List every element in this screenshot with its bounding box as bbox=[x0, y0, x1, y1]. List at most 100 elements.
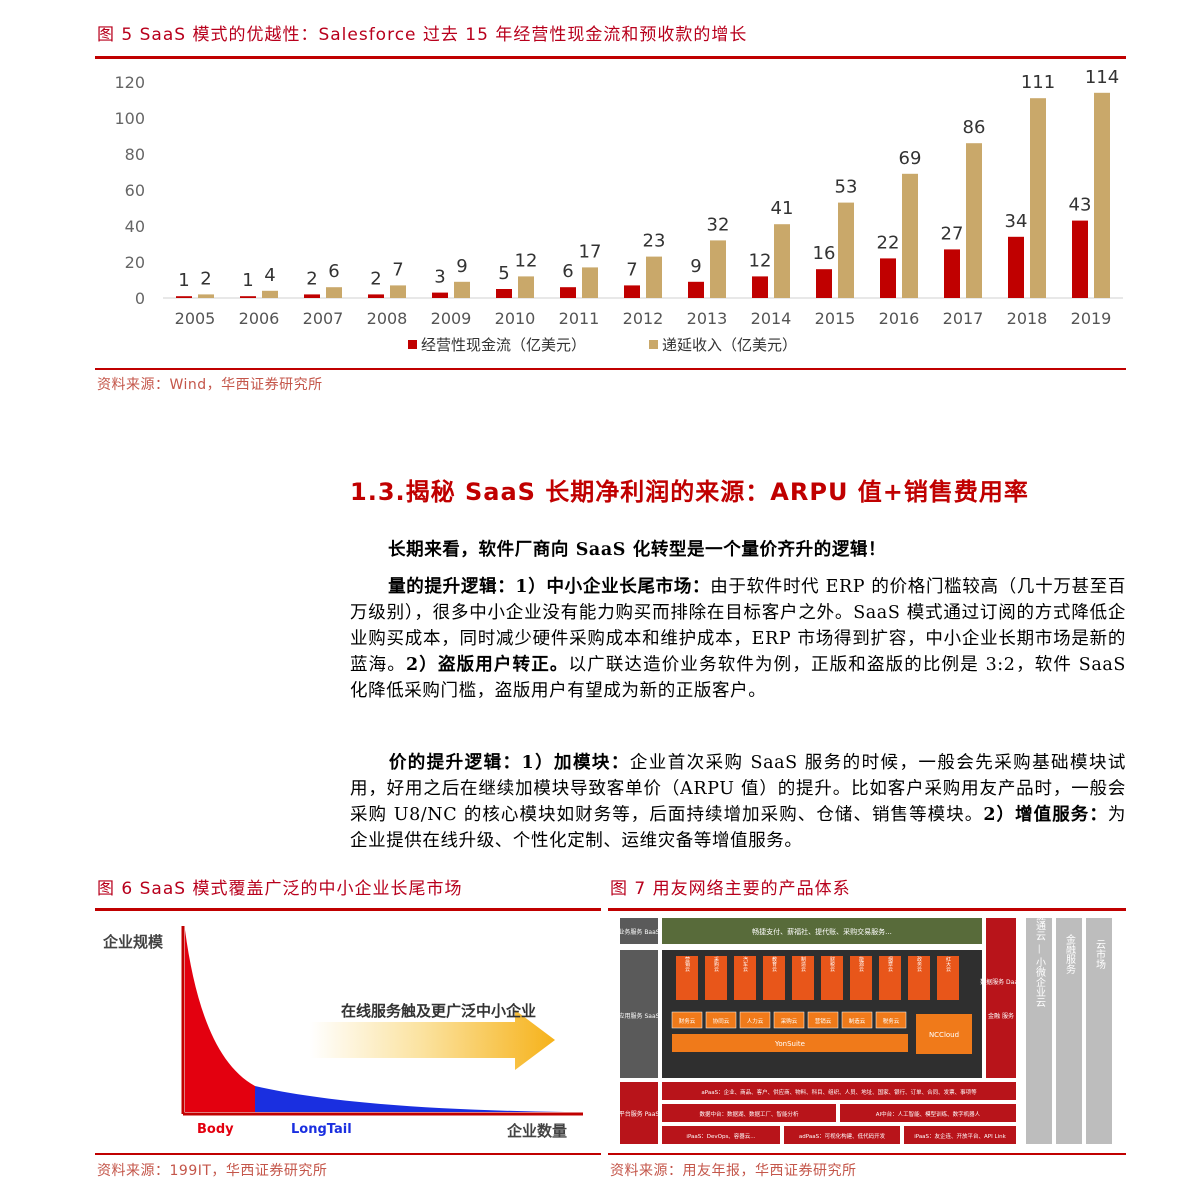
module-tile-label: 采购云 bbox=[781, 1017, 798, 1025]
longtail-label: LongTail bbox=[291, 1122, 352, 1137]
y-tick-label: 80 bbox=[125, 145, 145, 164]
apaas-text: aPaaS：企业、商品、客户、供应商、物料、科目、组织、人员、地址、国家、银行、… bbox=[701, 1088, 977, 1096]
paragraph-volume-logic: 量的提升逻辑：1）中小企业长尾市场：由于软件时代 ERP 的价格门槛较高（几十万… bbox=[350, 574, 1126, 704]
bar-deferred bbox=[262, 290, 278, 298]
daas-label: 数据服务 DaaS bbox=[980, 978, 1022, 986]
bar-deferred bbox=[326, 287, 342, 298]
market-text: 云市场 bbox=[1094, 939, 1106, 970]
app-tile bbox=[792, 956, 814, 1000]
data-label-deferred: 7 bbox=[392, 259, 403, 280]
bar-deferred bbox=[454, 281, 470, 298]
price-text-1: 企业首次采购 SaaS 服务的时候，一般会先采购基础模块试用，好用之后在继续加模… bbox=[350, 753, 1126, 825]
bar-cashflow bbox=[944, 249, 960, 298]
expansion-arrow bbox=[310, 1010, 555, 1070]
figure6-bottom-rule bbox=[95, 1153, 601, 1155]
module-tile-label: 营销云 bbox=[815, 1017, 832, 1025]
bar-deferred bbox=[774, 224, 790, 298]
app-tile bbox=[937, 956, 959, 1000]
data-label-deferred: 114 bbox=[1085, 67, 1119, 88]
y-tick-label: 0 bbox=[135, 289, 145, 308]
data-label-cashflow: 2 bbox=[306, 268, 317, 289]
legend-label-deferred: 递延收入（亿美元） bbox=[662, 336, 797, 354]
volume-bold-1: 量的提升逻辑：1）中小企业长尾市场： bbox=[388, 577, 711, 597]
data-label-deferred: 23 bbox=[643, 231, 666, 252]
volume-text-2: 以广联达造价业务软件为例，正版和盗版的比例是 3:2，软件 SaaS 化降低采购… bbox=[350, 655, 1127, 701]
nccloud-label: NCCloud bbox=[929, 1031, 959, 1039]
baas-band bbox=[662, 918, 982, 944]
app-tile bbox=[821, 956, 843, 1000]
module-tile-label: 制造云 bbox=[849, 1017, 866, 1025]
app-tile-label: 能源云 bbox=[858, 956, 864, 973]
bar-deferred bbox=[1094, 92, 1110, 298]
finance-column bbox=[1056, 918, 1082, 1144]
bar-cashflow bbox=[496, 289, 512, 298]
yonsuite-bar bbox=[672, 1034, 908, 1052]
data-label-cashflow: 5 bbox=[498, 263, 509, 284]
app-tile-label: 采购云 bbox=[713, 956, 719, 973]
figure7-bottom-rule bbox=[608, 1153, 1126, 1155]
app-tile bbox=[676, 956, 698, 1000]
data-label-cashflow: 1 bbox=[178, 270, 189, 291]
figure5-top-rule bbox=[95, 56, 1126, 59]
bar-deferred bbox=[902, 173, 918, 298]
x-tick-label: 2014 bbox=[751, 309, 792, 328]
module-tile-label: 人力云 bbox=[747, 1017, 764, 1025]
app-tile-label: 营销云 bbox=[684, 956, 690, 973]
finance-text: 金融服务 bbox=[1064, 933, 1076, 975]
app-tile bbox=[763, 956, 785, 1000]
data-platform-band bbox=[662, 1104, 836, 1122]
data-label-cashflow: 3 bbox=[434, 267, 445, 288]
paas-label-box bbox=[620, 1082, 658, 1144]
module-tile-label: 税务云 bbox=[883, 1017, 900, 1025]
body-label: Body bbox=[197, 1122, 234, 1137]
nccloud-box bbox=[916, 1014, 972, 1054]
apaas-band bbox=[662, 1082, 1016, 1100]
price-bold-1: 价的提升逻辑：1）加模块： bbox=[388, 753, 630, 773]
x-tick-label: 2007 bbox=[303, 309, 344, 328]
x-tick-label: 2016 bbox=[879, 309, 920, 328]
data-label-deferred: 32 bbox=[707, 214, 730, 235]
data-label-deferred: 2 bbox=[200, 268, 211, 289]
bar-cashflow bbox=[176, 296, 192, 298]
x-tick-label: 2011 bbox=[559, 309, 600, 328]
figure6-title: 图 6 SaaS 模式覆盖广泛的中小企业长尾市场 bbox=[97, 879, 463, 899]
paragraph-price-logic: 价的提升逻辑：1）加模块：企业首次采购 SaaS 服务的时候，一般会先采购基础模… bbox=[350, 750, 1126, 854]
data-label-cashflow: 1 bbox=[242, 270, 253, 291]
intro-text: 长期来看，软件厂商向 SaaS 化转型是一个量价齐升的逻辑！ bbox=[388, 540, 887, 560]
data-label-deferred: 4 bbox=[264, 265, 275, 286]
app-tile-label: 制造云 bbox=[800, 956, 806, 973]
price-bold-2: 2）增值服务： bbox=[983, 805, 1108, 825]
saas-label-box bbox=[620, 950, 658, 1078]
data-label-deferred: 41 bbox=[771, 198, 794, 219]
bar-cashflow bbox=[880, 258, 896, 298]
figure5-source: 资料来源：Wind，华西证券研究所 bbox=[97, 377, 323, 393]
app-tile-label: 教育云 bbox=[771, 956, 777, 973]
daas-sub: 金融 服务 bbox=[988, 1012, 1014, 1020]
bar-deferred bbox=[966, 143, 982, 298]
section-heading: 1.3.揭秘 SaaS 长期净利润的来源：ARPU 值+销售费用率 bbox=[350, 478, 1029, 506]
x-tick-label: 2010 bbox=[495, 309, 536, 328]
adpaas-text: adPaaS：可视化构建、低代码开发 bbox=[799, 1132, 886, 1140]
x-tick-label: 2008 bbox=[367, 309, 408, 328]
x-tick-label: 2013 bbox=[687, 309, 728, 328]
bar-cashflow bbox=[368, 294, 384, 298]
baas-text: 畅捷支付、薪福社、提代账、采购交易服务... bbox=[752, 927, 892, 936]
bar-deferred bbox=[1030, 98, 1046, 298]
bar-deferred bbox=[198, 294, 214, 298]
figure6-longtail-diagram: 企业规模 企业数量 在线服务触及更广泛中小企业 Body LongTail bbox=[102, 926, 583, 1140]
data-label-deferred: 12 bbox=[515, 250, 538, 271]
price-text-2: 为企业提供在线升级、个性化定制、运维灾备等增值服务。 bbox=[350, 805, 1126, 851]
module-tile-label: 财务云 bbox=[679, 1017, 696, 1025]
module-tile bbox=[773, 1011, 805, 1029]
y-tick-label: 20 bbox=[125, 253, 145, 272]
y-tick-label: 40 bbox=[125, 217, 145, 236]
data-label-deferred: 17 bbox=[579, 241, 602, 262]
x-tick-label: 2017 bbox=[943, 309, 984, 328]
data-label-deferred: 9 bbox=[456, 256, 467, 277]
y-tick-label: 60 bbox=[125, 181, 145, 200]
app-tile-label: 财税云 bbox=[829, 956, 835, 973]
legend-label-cashflow: 经营性现金流（亿美元） bbox=[421, 336, 586, 354]
volume-bold-2: 2）盗版用户转正。 bbox=[405, 655, 569, 675]
x-tick-label: 2018 bbox=[1007, 309, 1048, 328]
bar-cashflow bbox=[752, 276, 768, 298]
